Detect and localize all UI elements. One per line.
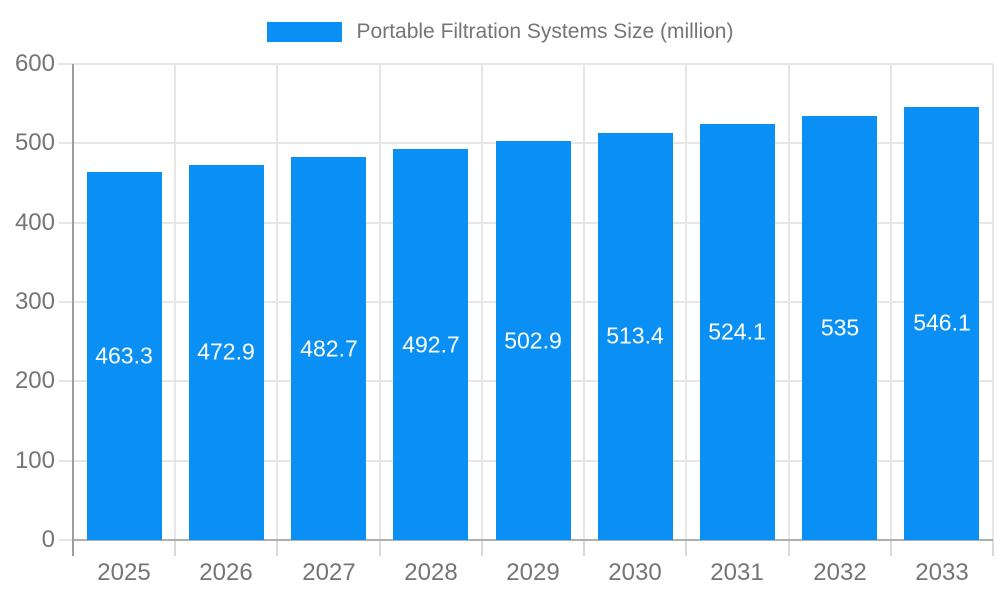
y-axis-label-100: 100 [14,447,55,474]
gridline-x-5 [583,64,585,540]
x-tick-6 [685,540,687,556]
bar-value-2031: 524.1 [708,318,766,345]
gridline-x-1 [174,64,176,540]
bar-value-2030: 513.4 [606,322,664,349]
bar-2025 [87,172,162,540]
bar-value-2026: 472.9 [197,338,255,365]
bar-2033 [904,107,979,540]
x-tick-7 [788,540,790,556]
x-axis-label-2031: 2031 [710,559,764,586]
bar-2026 [189,165,264,540]
x-tick-1 [174,540,176,556]
y-axis-line [72,64,74,556]
x-axis-label-2032: 2032 [813,559,867,586]
bar-2028 [393,149,468,540]
gridline-x-9 [992,64,994,540]
gridline-x-2 [276,64,278,540]
bar-2030 [598,133,673,540]
x-tick-9 [992,540,994,556]
gridline-x-7 [788,64,790,540]
y-axis-label-400: 400 [14,209,55,236]
y-axis-label-200: 200 [14,367,55,394]
y-axis-label-600: 600 [14,50,55,77]
y-axis-label-500: 500 [14,129,55,156]
y-axis-label-300: 300 [14,288,55,315]
bar-value-2033: 546.1 [913,309,971,336]
gridline-x-6 [685,64,687,540]
gridline-x-4 [481,64,483,540]
bar-2032 [802,116,877,540]
x-tick-8 [890,540,892,556]
legend: Portable Filtration Systems Size (millio… [0,18,1000,46]
bar-value-2032: 535 [820,314,860,341]
gridline-x-3 [379,64,381,540]
gridline-y-600 [59,63,993,65]
bar-value-2027: 482.7 [300,335,358,362]
x-axis-label-2025: 2025 [97,559,151,586]
bar-value-2025: 463.3 [95,342,153,369]
x-axis-label-2033: 2033 [915,559,969,586]
x-tick-2 [276,540,278,556]
x-tick-5 [583,540,585,556]
x-axis-line [73,539,993,541]
bar-2029 [496,141,571,540]
bar-value-2029: 502.9 [504,327,562,354]
x-axis-label-2026: 2026 [199,559,253,586]
legend-label: Portable Filtration Systems Size (millio… [356,20,734,43]
x-axis-label-2027: 2027 [302,559,356,586]
legend-swatch [266,22,342,42]
x-tick-3 [379,540,381,556]
x-axis-label-2030: 2030 [608,559,662,586]
bar-2031 [700,124,775,540]
x-axis-label-2029: 2029 [506,559,560,586]
y-axis-label-0: 0 [41,526,55,553]
x-axis-label-2028: 2028 [404,559,458,586]
bar-2027 [291,157,366,540]
x-tick-4 [481,540,483,556]
bar-value-2028: 492.7 [402,331,460,358]
gridline-x-8 [890,64,892,540]
